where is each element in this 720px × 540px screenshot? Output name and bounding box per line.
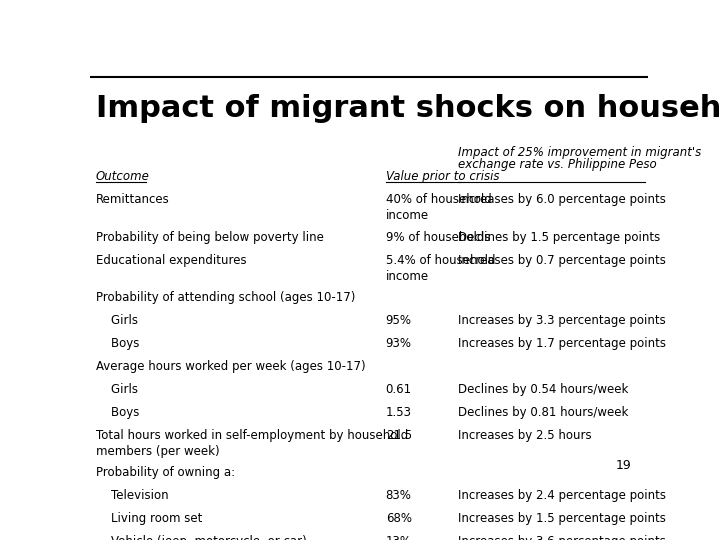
Text: Increases by 3.3 percentage points: Increases by 3.3 percentage points — [459, 314, 666, 327]
Text: Boys: Boys — [96, 406, 139, 419]
Text: 93%: 93% — [386, 337, 412, 350]
Text: Increases by 3.6 percentage points: Increases by 3.6 percentage points — [459, 535, 666, 540]
Text: Educational expenditures: Educational expenditures — [96, 254, 246, 267]
Text: 83%: 83% — [386, 489, 412, 502]
Text: Increases by 0.7 percentage points: Increases by 0.7 percentage points — [459, 254, 666, 267]
Text: Increases by 1.5 percentage points: Increases by 1.5 percentage points — [459, 512, 666, 525]
Text: Probability of being below poverty line: Probability of being below poverty line — [96, 231, 323, 244]
Text: Increases by 1.7 percentage points: Increases by 1.7 percentage points — [459, 337, 666, 350]
Text: 9% of households: 9% of households — [386, 231, 490, 244]
Text: Girls: Girls — [96, 314, 138, 327]
Text: Vehicle (jeep, motorcycle, or car): Vehicle (jeep, motorcycle, or car) — [96, 535, 306, 540]
Text: Remittances: Remittances — [96, 193, 169, 206]
Text: 1.53: 1.53 — [386, 406, 412, 419]
Text: 19: 19 — [616, 460, 631, 472]
Text: 13%: 13% — [386, 535, 412, 540]
Text: Declines by 0.54 hours/week: Declines by 0.54 hours/week — [459, 383, 629, 396]
Text: Television: Television — [96, 489, 168, 502]
Text: Value prior to crisis: Value prior to crisis — [386, 170, 499, 183]
Text: 5.4% of household
income: 5.4% of household income — [386, 254, 495, 282]
Text: Total hours worked in self-employment by household
members (per week): Total hours worked in self-employment by… — [96, 429, 408, 457]
Text: Living room set: Living room set — [96, 512, 202, 525]
Text: Girls: Girls — [96, 383, 138, 396]
Text: exchange rate vs. Philippine Peso: exchange rate vs. Philippine Peso — [459, 158, 657, 171]
Text: 40% of household
income: 40% of household income — [386, 193, 492, 222]
Text: Probability of attending school (ages 10-17): Probability of attending school (ages 10… — [96, 292, 355, 305]
Text: Declines by 1.5 percentage points: Declines by 1.5 percentage points — [459, 231, 660, 244]
Text: Boys: Boys — [96, 337, 139, 350]
Text: 0.61: 0.61 — [386, 383, 412, 396]
Text: 95%: 95% — [386, 314, 412, 327]
Text: Increases by 6.0 percentage points: Increases by 6.0 percentage points — [459, 193, 666, 206]
Text: Outcome: Outcome — [96, 170, 150, 183]
Text: Impact of migrant shocks on households: Impact of migrant shocks on households — [96, 94, 720, 123]
Text: 21.5: 21.5 — [386, 429, 412, 442]
Text: Declines by 0.81 hours/week: Declines by 0.81 hours/week — [459, 406, 629, 419]
Text: Probability of owning a:: Probability of owning a: — [96, 467, 235, 480]
Text: Increases by 2.4 percentage points: Increases by 2.4 percentage points — [459, 489, 666, 502]
Text: Increases by 2.5 hours: Increases by 2.5 hours — [459, 429, 592, 442]
Text: Impact of 25% improvement in migrant's: Impact of 25% improvement in migrant's — [459, 146, 701, 159]
Text: 68%: 68% — [386, 512, 412, 525]
Text: Average hours worked per week (ages 10-17): Average hours worked per week (ages 10-1… — [96, 360, 365, 373]
